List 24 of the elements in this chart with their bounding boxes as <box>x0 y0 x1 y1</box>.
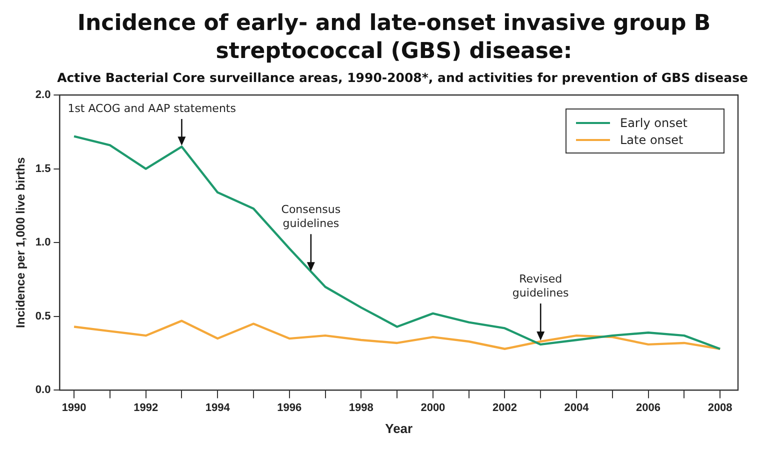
legend-label: Late onset <box>620 133 684 147</box>
y-axis-title: Incidence per 1,000 live births <box>14 156 28 328</box>
y-tick-label: 1.5 <box>35 162 51 175</box>
chart-subtitle: Active Bacterial Core surveillance areas, 1990-2008*, and activities for prevention of GBS disease <box>56 70 748 85</box>
chart-title: Incidence of early- and late-onset invasive group B streptococcal (GBS) disease: <box>76 10 712 66</box>
x-tick-label: 1992 <box>134 402 158 414</box>
x-tick-label: 2002 <box>492 402 517 414</box>
y-tick-label: 0.5 <box>35 310 51 322</box>
y-tick-label: 1.0 <box>35 236 51 249</box>
annotation: 1st ACOG and AAP statements <box>68 102 236 115</box>
annotation: Revised guidelines <box>512 272 570 300</box>
x-tick-label: 2000 <box>420 402 446 414</box>
x-axis-title: Year <box>385 420 413 436</box>
x-tick-label: 1998 <box>348 402 374 414</box>
x-tick-label: 2004 <box>564 402 590 414</box>
x-tick-label: 2008 <box>708 402 732 414</box>
x-tick-label: 1990 <box>62 402 86 414</box>
x-tick-label: 2006 <box>636 402 661 414</box>
y-tick-label: 2.0 <box>35 89 51 102</box>
y-tick-label: 0.0 <box>35 384 51 396</box>
x-tick-label: 1996 <box>277 402 302 414</box>
annotation: Consensus guidelines <box>281 203 341 230</box>
legend-label: Early onset <box>620 116 688 130</box>
x-tick-label: 1994 <box>205 402 231 414</box>
